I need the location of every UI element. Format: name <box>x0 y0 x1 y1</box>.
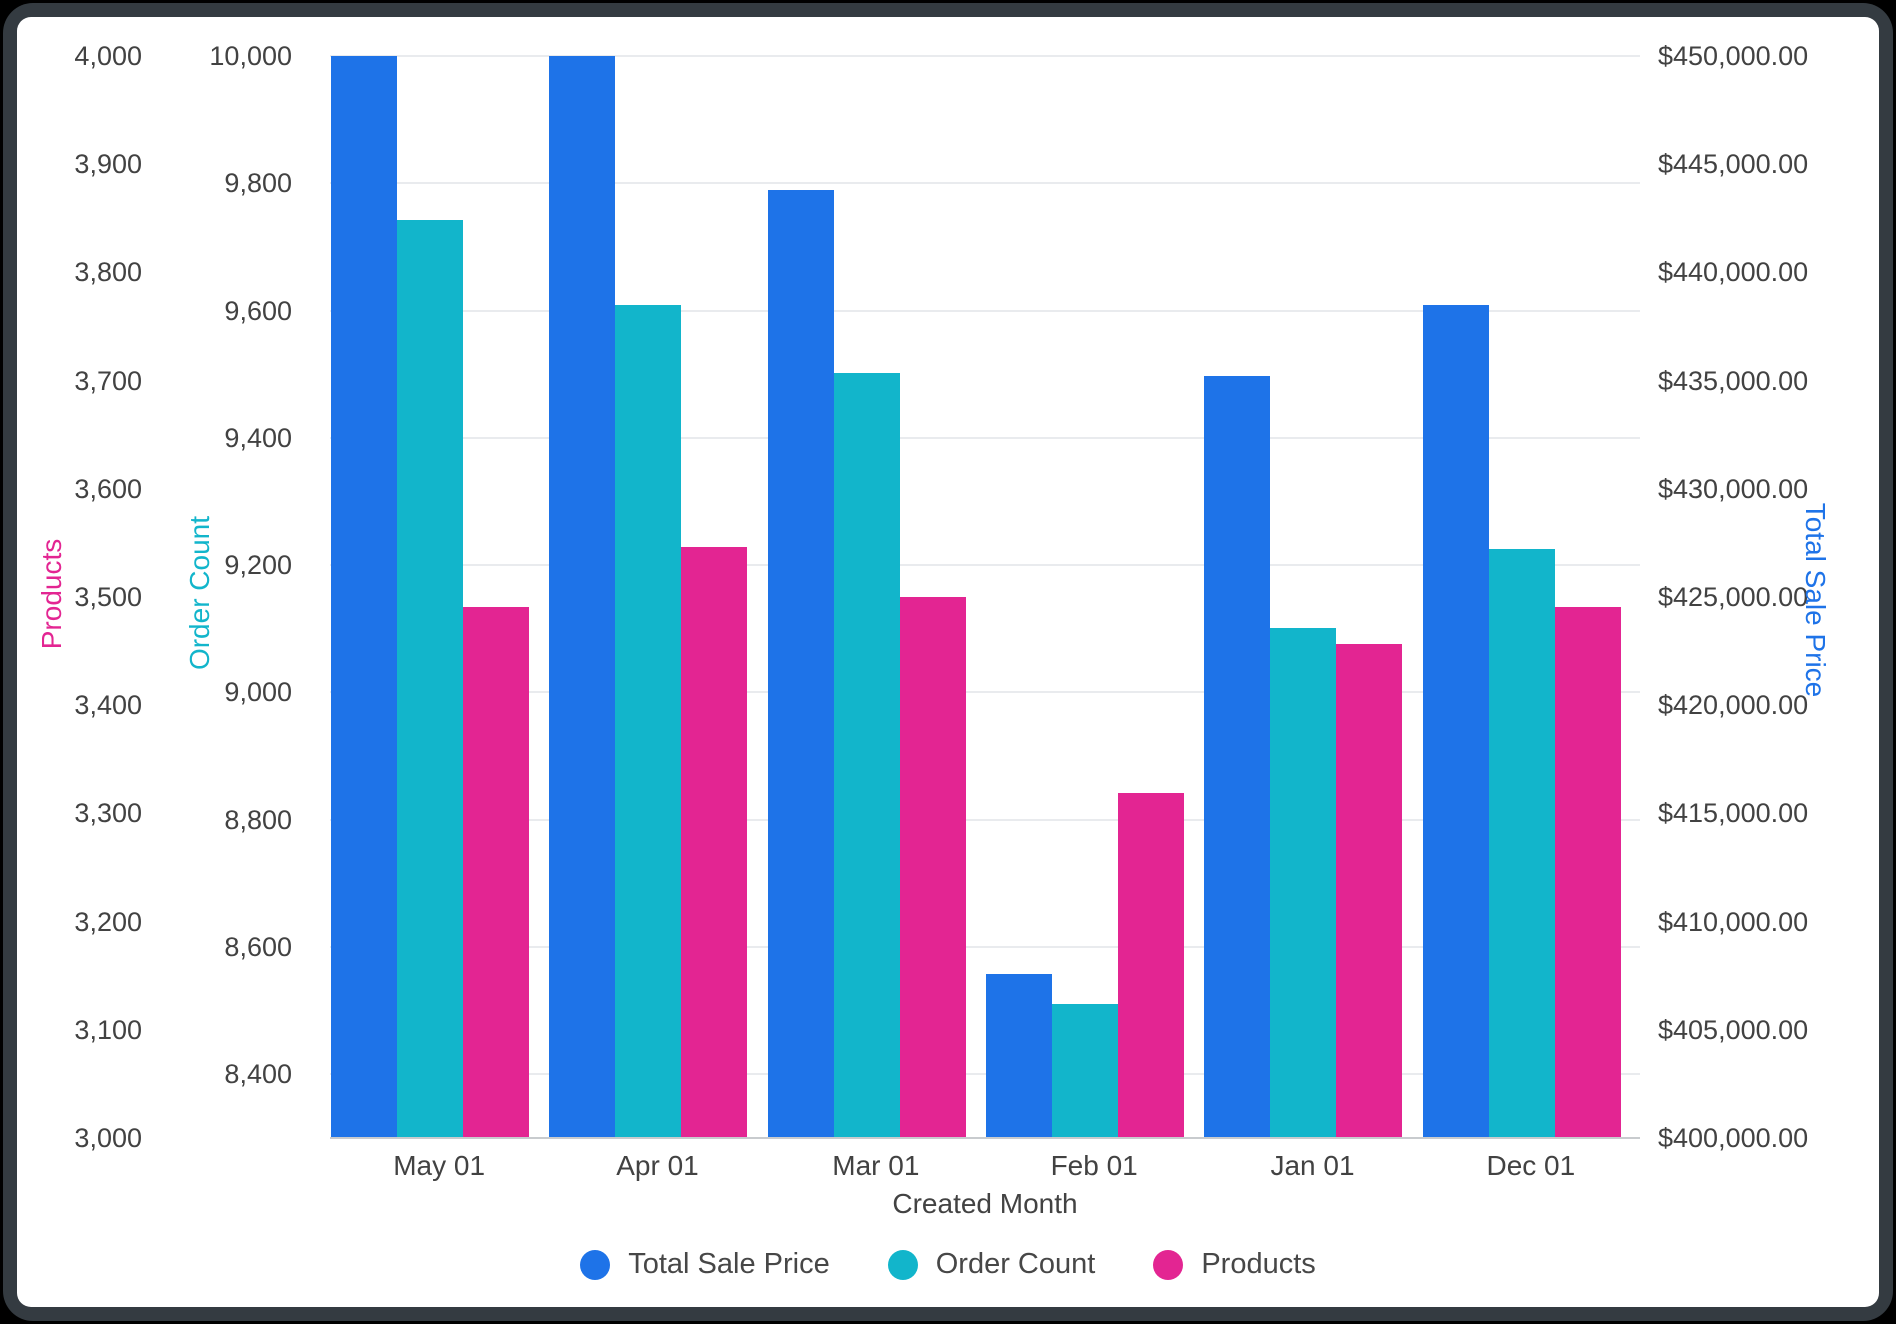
bar-total-sale-price-dec-01[interactable] <box>1422 304 1489 1138</box>
gridline <box>330 309 1640 312</box>
bar-total-sale-price-may-01[interactable] <box>331 56 397 1138</box>
price-tick-label: $430,000.00 <box>1658 473 1809 504</box>
x-category-label: Feb 01 <box>1050 1150 1138 1181</box>
price-tick-label: $405,000.00 <box>1658 1014 1809 1045</box>
gridline <box>330 691 1640 694</box>
bar-products-may-01[interactable] <box>463 606 529 1138</box>
legend-swatch-icon <box>1153 1249 1184 1280</box>
order-tick-label: 8,800 <box>224 804 292 835</box>
legend-item-total-sale-price[interactable]: Total Sale Price <box>580 1248 830 1281</box>
products-tick-label: 3,900 <box>74 149 142 180</box>
order-tick-label: 9,600 <box>224 295 292 326</box>
order-tick-label: 9,200 <box>224 550 292 581</box>
bar-total-sale-price-mar-01[interactable] <box>767 190 834 1138</box>
products-tick-label: 3,100 <box>74 1014 142 1045</box>
products-tick-label: 3,700 <box>74 365 142 396</box>
gridline <box>330 564 1640 567</box>
products-tick-label: 3,600 <box>74 473 142 504</box>
legend-swatch-icon <box>580 1249 611 1280</box>
bar-products-apr-01[interactable] <box>681 547 748 1138</box>
legend-item-order-count[interactable]: Order Count <box>887 1248 1096 1281</box>
products-tick-label: 4,000 <box>74 41 142 71</box>
x-category-label: Apr 01 <box>616 1150 699 1181</box>
order-tick-label: 8,400 <box>224 1059 292 1090</box>
legend-label: Total Sale Price <box>628 1248 830 1280</box>
legend-item-products[interactable]: Products <box>1153 1248 1316 1281</box>
bar-total-sale-price-apr-01[interactable] <box>549 56 616 1138</box>
order-count-axis-title: Order Count <box>184 515 215 671</box>
bar-total-sale-price-jan-01[interactable] <box>1204 376 1271 1138</box>
gridline <box>330 55 1640 57</box>
price-tick-label: $410,000.00 <box>1658 906 1809 937</box>
order-tick-label: 8,600 <box>224 932 292 963</box>
bar-order-count-mar-01[interactable] <box>833 372 900 1138</box>
x-category-label: May 01 <box>393 1150 486 1181</box>
legend-label: Products <box>1201 1248 1316 1280</box>
products-tick-label: 3,400 <box>74 690 142 721</box>
order-tick-label: 9,000 <box>224 677 292 708</box>
bar-products-jan-01[interactable] <box>1336 643 1403 1138</box>
price-tick-label: $425,000.00 <box>1658 582 1809 612</box>
order-tick-label: 9,800 <box>224 168 292 199</box>
price-tick-label: $400,000.00 <box>1658 1123 1809 1153</box>
plot-area <box>330 55 1640 1139</box>
x-axis-title: Created Month <box>892 1188 1078 1219</box>
gridline <box>330 818 1640 821</box>
legend-label: Order Count <box>935 1248 1096 1280</box>
products-axis-title: Products <box>36 538 67 650</box>
price-tick-label: $420,000.00 <box>1658 690 1809 721</box>
price-tick-label: $415,000.00 <box>1658 798 1809 829</box>
order-tick-label: 10,000 <box>209 41 292 71</box>
gridline <box>330 1073 1640 1076</box>
products-tick-label: 3,800 <box>74 257 142 288</box>
bar-order-count-may-01[interactable] <box>397 220 463 1138</box>
bar-products-feb-01[interactable] <box>1118 792 1184 1138</box>
legend: Total Sale Price Order Count Products <box>0 1248 1896 1281</box>
gridline <box>330 436 1640 439</box>
products-tick-label: 3,200 <box>74 906 142 937</box>
price-tick-label: $450,000.00 <box>1658 41 1809 71</box>
bar-products-dec-01[interactable] <box>1554 606 1621 1138</box>
x-category-label: Jan 01 <box>1270 1150 1355 1181</box>
bar-order-count-feb-01[interactable] <box>1052 1004 1118 1138</box>
gridline <box>330 182 1640 185</box>
bar-order-count-jan-01[interactable] <box>1270 628 1337 1138</box>
bar-order-count-dec-01[interactable] <box>1488 549 1555 1138</box>
price-tick-label: $445,000.00 <box>1658 149 1809 180</box>
x-category-label: Mar 01 <box>832 1150 920 1181</box>
products-tick-label: 3,000 <box>74 1123 142 1153</box>
bar-order-count-apr-01[interactable] <box>615 305 682 1138</box>
gridline <box>330 946 1640 949</box>
price-tick-label: $435,000.00 <box>1658 365 1809 396</box>
legend-swatch-icon <box>887 1249 918 1280</box>
x-category-label: Dec 01 <box>1486 1150 1576 1181</box>
bar-total-sale-price-feb-01[interactable] <box>986 973 1052 1138</box>
products-tick-label: 3,300 <box>74 798 142 829</box>
total-sale-price-axis-title: Total Sale Price <box>1800 502 1831 698</box>
order-tick-label: 9,400 <box>224 422 292 453</box>
products-tick-label: 3,500 <box>74 582 142 612</box>
x-axis-line <box>330 1137 1640 1139</box>
price-tick-label: $440,000.00 <box>1658 257 1809 288</box>
bar-products-mar-01[interactable] <box>899 597 966 1138</box>
